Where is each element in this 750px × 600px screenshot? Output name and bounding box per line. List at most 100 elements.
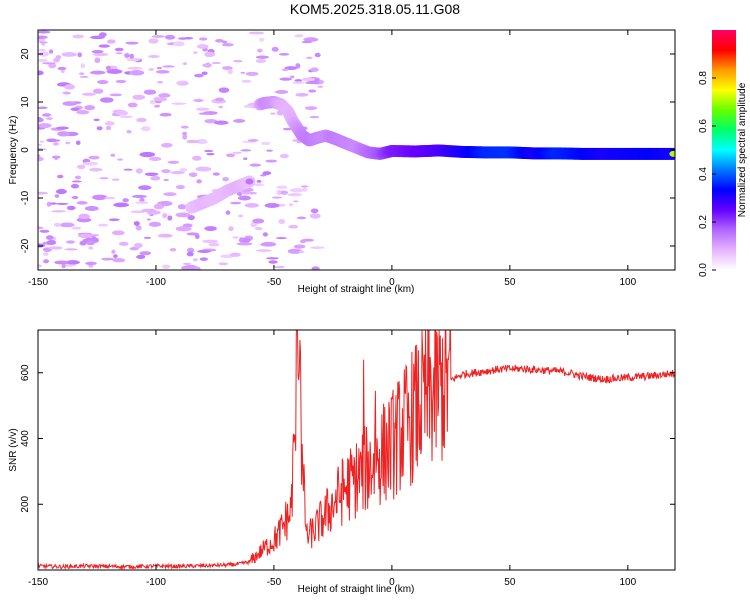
spectrogram-noise-blob xyxy=(38,35,48,40)
spectrogram-noise-blob xyxy=(61,52,77,57)
spectrogram-noise-blob xyxy=(129,53,135,59)
spectrogram-noise-blob xyxy=(222,176,230,182)
spectrogram-noise-blob xyxy=(239,237,244,242)
spectrogram-noise-blob xyxy=(64,248,78,251)
colorbar-tick-label: 0.4 xyxy=(698,167,709,181)
spectrogram-noise-blob xyxy=(266,149,274,152)
spectrogram-noise-blob xyxy=(278,218,286,225)
spectrogram-noise-blob xyxy=(43,252,49,256)
spectrogram-noise-blob xyxy=(173,41,185,47)
spectrogram-noise-blob xyxy=(167,215,173,221)
colorbar-gradient xyxy=(712,30,736,270)
spectrogram-noise-blob xyxy=(131,194,147,199)
spectrogram-noise-blob xyxy=(56,126,69,130)
spectrogram-noise-blob xyxy=(179,168,188,172)
spectrogram-noise-blob xyxy=(113,202,129,208)
spectrogram-noise-blob xyxy=(110,153,116,157)
spectrogram-noise-blob xyxy=(215,39,224,43)
spectrogram-noise-blob xyxy=(215,97,224,102)
spectrogram-noise-blob xyxy=(76,201,88,205)
snr-x-tick-label: -150 xyxy=(28,577,48,588)
spectrogram-noise-blob xyxy=(88,246,94,250)
spectrogram-noise-blob xyxy=(218,262,229,266)
spectrogram-noise-blob xyxy=(38,143,43,147)
spectrogram-noise-blob xyxy=(109,93,123,97)
snr-axes: -150 -100 -50 0 50 100 200 400 600 xyxy=(20,330,675,588)
spectrogram-noise-blob xyxy=(85,261,97,266)
spectrogram-noise-blob xyxy=(186,251,194,257)
spectrogram-noise-blob xyxy=(150,175,161,181)
spectrogram-noise-blob xyxy=(39,140,44,143)
spectrogram-noise-blob xyxy=(127,66,143,70)
spectrogram-noise-blob xyxy=(175,212,191,218)
spectrogram-noise-blob xyxy=(187,214,195,221)
spectrogram-noise-blob xyxy=(236,191,243,196)
spectrogram-noise-blob xyxy=(78,233,93,238)
spectrogram-noise-blob xyxy=(189,172,198,178)
spectrogram-noise-blob xyxy=(254,226,263,231)
spectrogram-noise-blob xyxy=(59,222,75,228)
spectrogram-noise-blob xyxy=(96,126,103,131)
spectrogram-noise-blob xyxy=(76,217,92,223)
spectrogram-noise-blob xyxy=(140,126,151,132)
spectrogram-x-tick-label: -100 xyxy=(146,277,166,288)
spectrogram-ridge-cell xyxy=(669,150,675,157)
spectrogram-noise-blob xyxy=(125,41,139,45)
spectrogram-noise-blob xyxy=(271,196,283,199)
spectrogram-noise-blob xyxy=(186,247,195,254)
spectrogram-noise-blob xyxy=(98,32,107,38)
spectrogram-x-tick-label: 100 xyxy=(619,277,636,288)
spectrogram-noise-blob xyxy=(268,260,278,264)
spectrogram-noise-blob xyxy=(292,200,299,203)
spectrogram-noise-blob xyxy=(260,174,267,177)
spectrogram-noise-blob xyxy=(275,237,288,240)
spectrogram-frame xyxy=(37,29,676,271)
spectrogram-noise-blob xyxy=(264,203,280,208)
spectrogram-noise-blob xyxy=(135,168,143,174)
spectrogram-noise-blob xyxy=(76,109,90,115)
spectrogram-noise-blob xyxy=(132,94,146,100)
spectrogram-noise-blob xyxy=(180,125,189,129)
spectrogram-noise-blob xyxy=(127,102,138,108)
spectrogram-noise-blob xyxy=(92,194,108,201)
spectrogram-noise-blob xyxy=(38,70,44,76)
spectrogram-noise-blob xyxy=(104,121,115,126)
spectrogram-noise-blob xyxy=(98,223,109,227)
spectrogram-noise-blob xyxy=(228,226,234,232)
spectrogram-noise-blob xyxy=(310,246,325,249)
spectrogram-noise-blob xyxy=(243,157,248,160)
spectrogram-noise-blob xyxy=(38,122,52,129)
spectrogram-noise-blob xyxy=(65,141,71,145)
spectrogram-noise-blob xyxy=(243,105,254,108)
spectrogram-noise-blob xyxy=(171,102,187,105)
spectrogram-noise-blob xyxy=(195,166,212,172)
spectrogram-noise-blob xyxy=(162,212,168,219)
colorbar-tick-label: 0.0 xyxy=(698,263,709,277)
spectrogram-y-axis-label: Frequency (Hz) xyxy=(8,116,19,185)
spectrogram-noise-blob xyxy=(122,198,129,203)
spectrogram-noise-blob xyxy=(221,43,234,47)
spectrogram-noise-blob xyxy=(126,129,132,134)
spectrogram-noise-blob xyxy=(45,235,54,240)
spectrogram-noise-blob xyxy=(196,179,202,184)
spectrogram-noise-blob xyxy=(84,104,96,111)
spectrogram-noise-blob xyxy=(195,107,210,111)
spectrogram-noise-blob xyxy=(133,221,140,226)
spectrogram-noise-blob xyxy=(305,81,320,85)
spectrogram-noise-blob xyxy=(157,81,164,84)
spectrogram-noise-blob xyxy=(54,260,70,265)
spectrogram-noise-blob xyxy=(94,57,101,64)
spectrogram-noise-blob xyxy=(182,134,188,140)
spectrogram-noise-blob xyxy=(253,183,265,187)
spectrogram-noise-blob xyxy=(192,155,202,161)
spectrogram-noise-blob xyxy=(279,77,292,81)
spectrogram-noise-blob xyxy=(281,68,289,72)
spectrogram-noise-blob xyxy=(311,266,320,270)
spectrogram-noise-blob xyxy=(133,242,143,249)
spectrogram-x-tick-label: -150 xyxy=(28,277,48,288)
spectrogram-noise-blob xyxy=(38,30,51,34)
spectrogram-noise-blob xyxy=(212,172,220,176)
spectrogram-noise-blob xyxy=(139,151,156,158)
spectrogram-noise-blob xyxy=(232,151,242,154)
spectrogram-noise-blob xyxy=(202,63,213,68)
